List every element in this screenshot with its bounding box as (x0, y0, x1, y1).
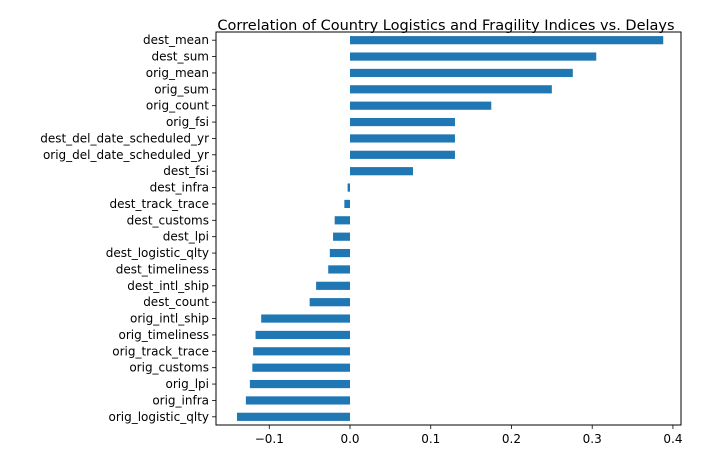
y-tick-label: dest_fsi (163, 164, 209, 178)
y-tick-label: dest_infra (150, 181, 209, 195)
x-tick-label: 0.1 (421, 432, 440, 446)
y-tick-label: orig_sum (154, 82, 209, 96)
plot-frame (215, 31, 682, 426)
bar-orig_fsi (350, 117, 455, 127)
bar-dest_mean (350, 36, 664, 45)
bar-dest_track_trace (344, 199, 351, 209)
bar-dest_lpi (333, 232, 351, 241)
y-tick-label: dest_timeliness (116, 262, 209, 276)
bar-orig_sum (350, 85, 552, 94)
chart-title: Correlation of Country Logistics and Fra… (217, 18, 674, 34)
y-tick-label: dest_customs (127, 213, 209, 227)
bar-dest_del_date_scheduled_yr (350, 134, 455, 143)
y-tick-label: orig_fsi (166, 115, 209, 129)
bar-dest_fsi (350, 167, 413, 176)
bar-orig_count (350, 101, 492, 110)
bar-dest_customs (334, 216, 351, 225)
bar-orig_mean (350, 68, 573, 78)
y-tick-label: dest_track_trace (110, 197, 209, 211)
bar-dest_logistic_qlty (329, 248, 351, 258)
x-tick-label: 0.2 (502, 432, 521, 446)
bars-group (236, 36, 664, 421)
y-tick-label: orig_count (146, 99, 209, 113)
bar-orig_track_trace (253, 347, 351, 356)
bar-orig_customs (252, 363, 351, 372)
x-tick-label: 0.3 (583, 432, 602, 446)
bar-orig_timeliness (255, 330, 351, 340)
y-tick-label: orig_lpi (165, 377, 209, 391)
y-tick-labels: dest_mean dest_sum orig_mean orig_sum orig_c… (40, 33, 216, 424)
x-tick-label: 0.0 (340, 432, 359, 446)
y-tick-label: dest_sum (151, 50, 209, 64)
y-tick-label: orig_infra (152, 393, 209, 407)
y-tick-label: dest_logistic_qlty (106, 246, 209, 260)
x-tick-label: 0.4 (663, 432, 682, 446)
y-tick-label: orig_customs (129, 361, 209, 375)
x-ticks: −0.1 0.0 0.1 0.2 0.3 0.4 (255, 425, 682, 446)
bar-orig_intl_ship (261, 314, 351, 323)
x-tick-label: −0.1 (255, 432, 284, 446)
y-tick-label: dest_count (143, 295, 209, 309)
y-tick-label: dest_intl_ship (127, 279, 209, 293)
bar-orig_lpi (249, 379, 351, 389)
bar-dest_timeliness (328, 265, 351, 274)
bar-orig_logistic_qlty (236, 412, 351, 421)
bar-orig_infra (245, 396, 351, 405)
y-tick-label: orig_track_trace (112, 344, 209, 358)
y-tick-label: orig_intl_ship (130, 312, 209, 326)
y-tick-label: orig_timeliness (119, 328, 210, 342)
y-tick-label: orig_logistic_qlty (109, 410, 210, 424)
bar-dest_intl_ship (316, 281, 351, 290)
y-tick-label: dest_mean (143, 33, 209, 47)
y-tick-label: orig_del_date_scheduled_yr (43, 148, 209, 162)
bar-orig_del_date_scheduled_yr (350, 150, 455, 159)
bar-dest_sum (350, 52, 597, 61)
bar-dest_infra (347, 183, 351, 192)
y-tick-label: dest_del_date_scheduled_yr (40, 131, 209, 145)
bar-dest_count (309, 298, 351, 307)
y-tick-label: dest_lpi (163, 230, 209, 244)
y-tick-label: orig_mean (146, 66, 209, 80)
